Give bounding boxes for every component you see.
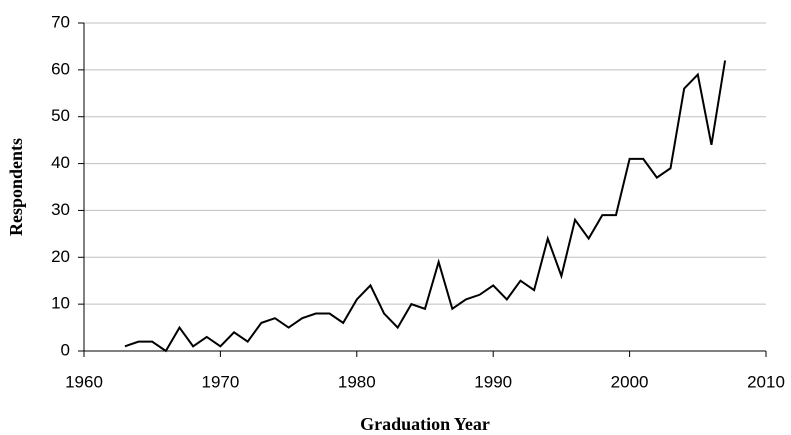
y-tick-label: 50 <box>51 106 70 125</box>
x-tick-label: 2000 <box>611 372 649 391</box>
x-tick-label: 1980 <box>338 372 376 391</box>
x-axis-label: Graduation Year <box>360 414 490 434</box>
y-tick-label: 60 <box>51 59 70 78</box>
y-tick-label: 0 <box>61 340 70 359</box>
y-tick-label: 20 <box>51 247 70 266</box>
y-axis-label: Respondents <box>6 138 26 236</box>
x-tick-label: 2010 <box>747 372 785 391</box>
data-line <box>124 60 727 353</box>
y-tick-label: 70 <box>51 12 70 31</box>
x-tick-label: 1990 <box>474 372 512 391</box>
y-tick-label: 40 <box>51 153 70 172</box>
x-tick-label: 1970 <box>201 372 239 391</box>
y-tick-label: 10 <box>51 294 70 313</box>
y-tick-label: 30 <box>51 200 70 219</box>
x-tick-label: 1960 <box>65 372 103 391</box>
